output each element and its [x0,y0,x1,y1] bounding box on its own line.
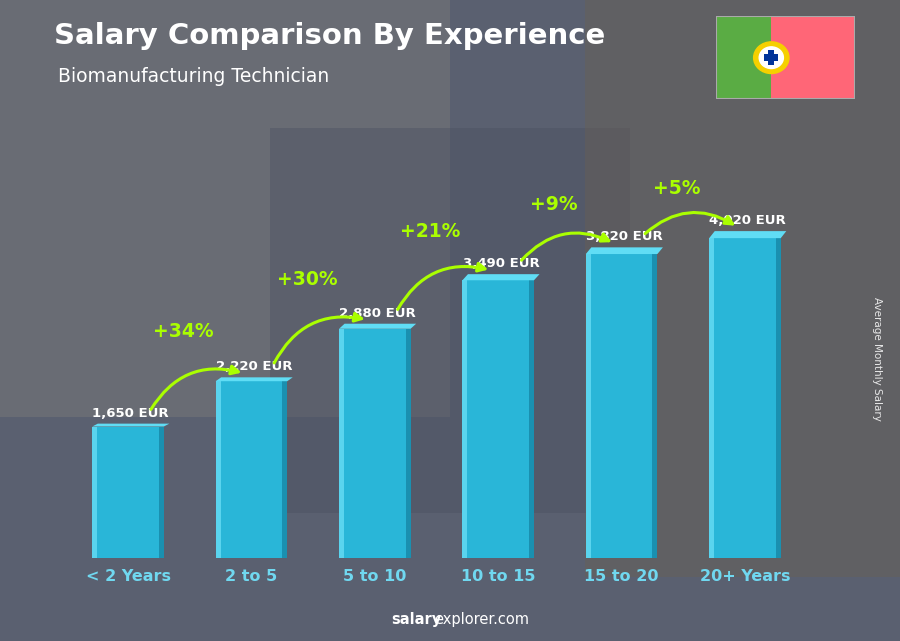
Bar [776,238,781,558]
Polygon shape [339,324,416,329]
Bar [716,16,771,99]
Bar [652,254,657,558]
Polygon shape [709,231,787,238]
Bar [406,329,410,558]
Bar [339,329,344,558]
FancyArrowPatch shape [645,212,733,233]
FancyArrowPatch shape [151,366,238,410]
Bar [769,50,774,65]
Text: Average Monthly Salary: Average Monthly Salary [872,297,883,421]
Bar [270,128,630,513]
Bar [339,329,410,558]
Text: 4,020 EUR: 4,020 EUR [709,214,786,227]
Bar [463,280,534,558]
Text: +21%: +21% [400,222,461,240]
Bar [92,426,97,558]
Bar [586,254,657,558]
Polygon shape [216,378,292,381]
Bar [709,238,781,558]
FancyArrowPatch shape [521,233,608,260]
Polygon shape [463,274,539,280]
Circle shape [760,47,783,69]
Bar [216,381,220,558]
Bar [463,280,467,558]
Text: +34%: +34% [153,322,214,342]
Text: Salary Comparison By Experience: Salary Comparison By Experience [54,22,605,51]
Bar [216,381,287,558]
Text: 3,820 EUR: 3,820 EUR [586,230,662,244]
FancyArrowPatch shape [398,263,485,310]
Text: +5%: +5% [653,179,701,199]
Circle shape [753,42,789,74]
Bar [158,426,164,558]
Bar [764,54,778,61]
Bar [585,0,900,577]
Bar [529,280,534,558]
Polygon shape [92,424,169,426]
Text: 3,490 EUR: 3,490 EUR [463,257,539,271]
Text: 1,650 EUR: 1,650 EUR [93,406,169,420]
Bar [283,381,287,558]
Text: 2,880 EUR: 2,880 EUR [339,307,416,320]
Text: Biomanufacturing Technician: Biomanufacturing Technician [58,67,329,87]
Bar [0,0,450,417]
Polygon shape [586,247,663,254]
Bar [771,16,855,99]
Text: +30%: +30% [276,270,338,289]
Text: salary: salary [392,612,442,627]
FancyArrowPatch shape [274,313,362,363]
Bar [709,238,715,558]
Text: explorer.com: explorer.com [435,612,530,627]
Bar [92,426,164,558]
Text: +9%: +9% [530,196,578,214]
Text: 2,220 EUR: 2,220 EUR [216,360,292,373]
Bar [586,254,590,558]
